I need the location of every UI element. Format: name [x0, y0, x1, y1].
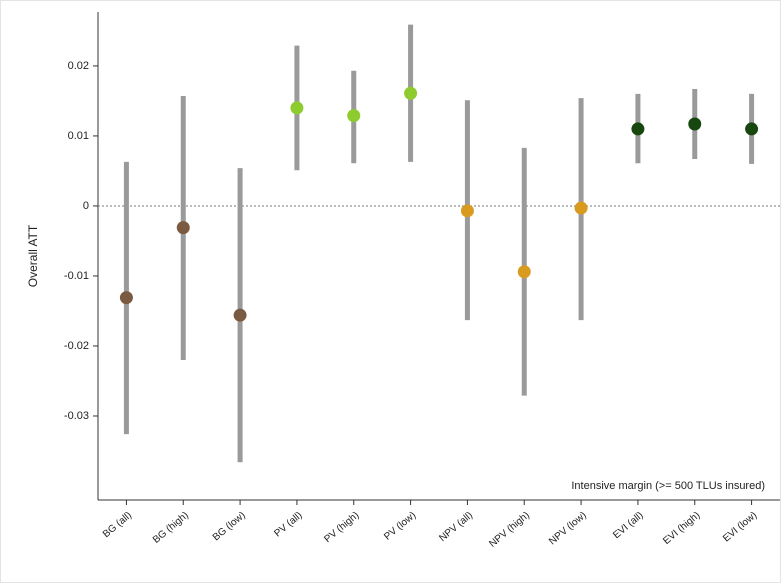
point [631, 122, 645, 136]
annotation: Intensive margin (>= 500 TLUs insured) [571, 480, 765, 492]
point [517, 265, 531, 279]
y-tick-label: 0 [83, 200, 89, 212]
point [404, 86, 418, 100]
y-tick-label: 0.02 [68, 60, 89, 72]
point [574, 201, 588, 215]
y-tick-label: -0.01 [64, 270, 89, 282]
y-tick-label: -0.02 [64, 340, 89, 352]
point [290, 101, 304, 115]
point [176, 221, 190, 235]
point [745, 122, 759, 136]
point [460, 204, 474, 218]
y-tick-label: -0.03 [64, 410, 89, 422]
y-axis-label: Overall ATT [26, 224, 40, 287]
point [233, 308, 247, 322]
point [347, 109, 361, 123]
y-tick-label: 0.01 [68, 130, 89, 142]
point [119, 291, 133, 305]
point [688, 117, 702, 131]
